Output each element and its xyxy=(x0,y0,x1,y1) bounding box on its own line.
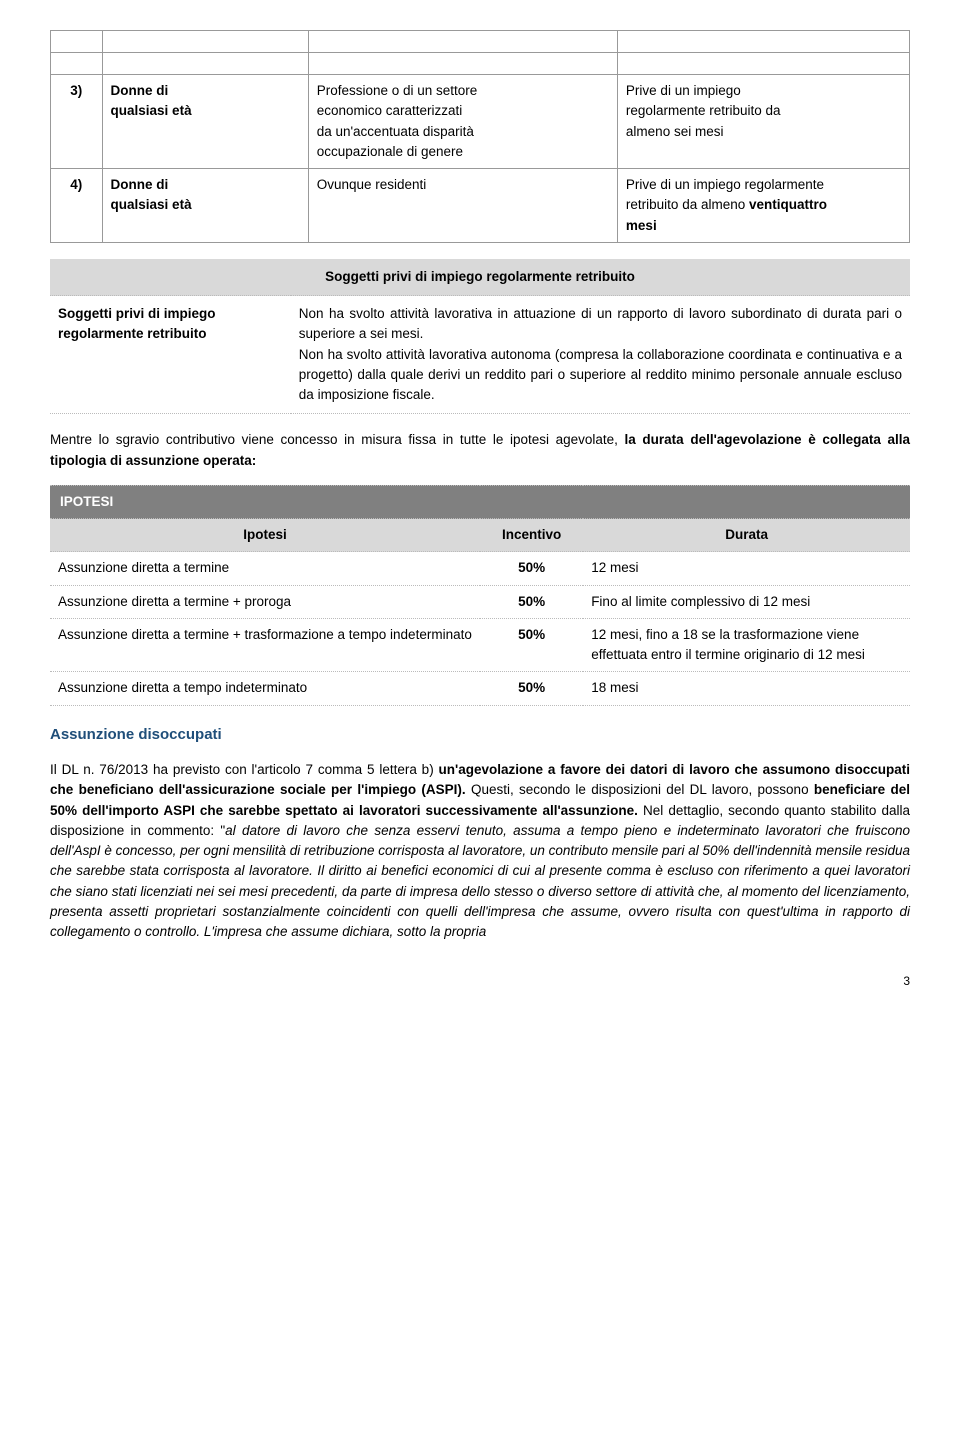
row-col-a: Donne di qualsiasi età xyxy=(102,75,308,169)
cell: 50% xyxy=(480,618,583,672)
text: Non ha svolto attività lavorativa in att… xyxy=(299,306,902,341)
def-left: Soggetti privi di impiego regolarmente r… xyxy=(50,296,291,414)
text: da un'accentuata disparità xyxy=(317,124,474,139)
text: occupazionale di genere xyxy=(317,144,463,159)
row-col-b: Ovunque residenti xyxy=(308,169,617,243)
text: almeno sei mesi xyxy=(626,124,724,139)
row-col-a: Donne di qualsiasi età xyxy=(102,169,308,243)
table-title: IPOTESI xyxy=(50,485,910,518)
row-col-b: Professione o di un settore economico ca… xyxy=(308,75,617,169)
row-col-c: Prive di un impiego regolarmente retribu… xyxy=(617,169,909,243)
table-row: Soggetti privi di impiego regolarmente r… xyxy=(50,296,910,414)
table-categories: 3) Donne di qualsiasi età Professione o … xyxy=(50,30,910,243)
table-ipotesi: IPOTESI Ipotesi Incentivo Durata Assunzi… xyxy=(50,485,910,706)
table-definition: Soggetti privi di impiego regolarmente r… xyxy=(50,259,910,415)
text-italic: al datore di lavoro che senza esservi te… xyxy=(50,823,910,939)
cell: 12 mesi xyxy=(583,552,910,585)
cell: 18 mesi xyxy=(583,672,910,705)
cell: 50% xyxy=(480,552,583,585)
text: Professione o di un settore xyxy=(317,83,478,98)
row-col-c: Prive di un impiego regolarmente retribu… xyxy=(617,75,909,169)
col-header: Ipotesi xyxy=(50,519,480,552)
text: regolarmente retribuito da xyxy=(626,103,781,118)
text: Questi, secondo le disposizioni del DL l… xyxy=(466,782,814,797)
cell: Assunzione diretta a termine + trasforma… xyxy=(50,618,480,672)
def-right: Non ha svolto attività lavorativa in att… xyxy=(291,296,910,414)
table-row: Assunzione diretta a termine 50% 12 mesi xyxy=(50,552,910,585)
table-title-row: IPOTESI xyxy=(50,485,910,518)
table-row: 3) Donne di qualsiasi età Professione o … xyxy=(51,75,910,169)
col-header: Durata xyxy=(583,519,910,552)
cell: Assunzione diretta a termine + proroga xyxy=(50,585,480,618)
text: Non ha svolto attività lavorativa autono… xyxy=(299,347,902,403)
table-row: Assunzione diretta a termine + proroga 5… xyxy=(50,585,910,618)
text-bold: ventiquattro xyxy=(749,197,827,212)
text: Prive di un impiego xyxy=(626,83,741,98)
row-num: 4) xyxy=(51,169,103,243)
col-header: Incentivo xyxy=(480,519,583,552)
row-num: 3) xyxy=(51,75,103,169)
cell: Assunzione diretta a termine xyxy=(50,552,480,585)
cell: 12 mesi, fino a 18 se la trasformazione … xyxy=(583,618,910,672)
cell: 50% xyxy=(480,672,583,705)
cell: Assunzione diretta a tempo indeterminato xyxy=(50,672,480,705)
text: Donne di xyxy=(111,177,169,192)
text: Il DL n. 76/2013 ha previsto con l'artic… xyxy=(50,762,439,777)
paragraph: Il DL n. 76/2013 ha previsto con l'artic… xyxy=(50,760,910,942)
table-row: Assunzione diretta a tempo indeterminato… xyxy=(50,672,910,705)
cell: 50% xyxy=(480,585,583,618)
text: Donne di xyxy=(111,83,169,98)
table-row: Assunzione diretta a termine + trasforma… xyxy=(50,618,910,672)
text: Mentre lo sgravio contributivo viene con… xyxy=(50,432,625,447)
text: retribuito da almeno xyxy=(626,197,749,212)
table-head-row: Ipotesi Incentivo Durata xyxy=(50,519,910,552)
table-row: 4) Donne di qualsiasi età Ovunque reside… xyxy=(51,169,910,243)
cell: Fino al limite complessivo di 12 mesi xyxy=(583,585,910,618)
text: qualsiasi età xyxy=(111,197,192,212)
text-bold: mesi xyxy=(626,218,657,233)
section-heading: Assunzione disoccupati xyxy=(50,724,910,747)
page-number: 3 xyxy=(50,972,910,990)
table-header-row: Soggetti privi di impiego regolarmente r… xyxy=(50,259,910,296)
table-header: Soggetti privi di impiego regolarmente r… xyxy=(50,259,910,296)
paragraph: Mentre lo sgravio contributivo viene con… xyxy=(50,430,910,471)
text: qualsiasi età xyxy=(111,103,192,118)
text: Prive di un impiego regolarmente xyxy=(626,177,824,192)
text: economico caratterizzati xyxy=(317,103,463,118)
